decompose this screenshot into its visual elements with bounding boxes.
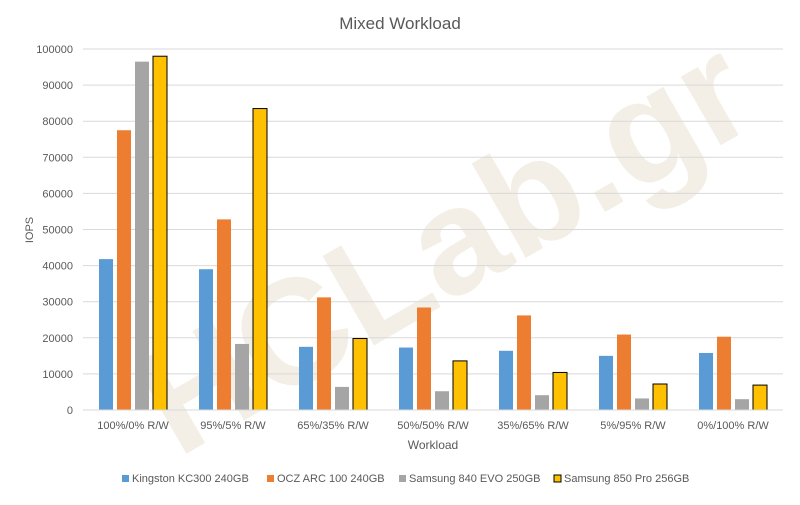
- legend: Kingston KC300 240GB OCZ ARC 100 240GB Sam…: [122, 473, 689, 485]
- bar: [435, 391, 449, 410]
- x-tick-label: 0%/100% R/W: [697, 420, 769, 432]
- x-tick-label: 35%/65% R/W: [497, 420, 569, 432]
- bar: [299, 346, 313, 410]
- legend-swatch: [553, 474, 562, 483]
- x-tick-labels: 100%/0% R/W 95%/5% R/W 65%/35% R/W 50%/50% …: [97, 420, 769, 432]
- bar: [717, 336, 731, 410]
- y-tick-label: 10000: [42, 369, 73, 381]
- y-tick-label: 50000: [42, 225, 73, 237]
- legend-label: OCZ ARC 100 240GB: [277, 473, 385, 485]
- y-tick-label: 90000: [42, 80, 73, 92]
- x-tick-label: 65%/35% R/W: [297, 420, 369, 432]
- bar: [117, 130, 131, 410]
- bar: [199, 269, 213, 410]
- legend-swatch: [122, 475, 129, 482]
- bar: [235, 343, 249, 410]
- bar: [352, 338, 368, 411]
- bar: [652, 383, 668, 411]
- y-tick-label: 100000: [36, 44, 73, 56]
- bar: [399, 347, 413, 410]
- watermark-text: HCLab.gr: [110, 3, 779, 486]
- bar: [517, 315, 531, 410]
- x-axis-title: Workload: [408, 438, 458, 452]
- y-tick-label: 30000: [42, 297, 73, 309]
- bar: [535, 395, 549, 410]
- y-tick-label: 70000: [42, 152, 73, 164]
- bar: [252, 108, 268, 411]
- y-tick-label: 20000: [42, 333, 73, 345]
- bar: [217, 219, 231, 410]
- legend-swatch: [399, 475, 406, 482]
- bar: [499, 350, 513, 410]
- x-tick-label: 95%/5% R/W: [200, 420, 266, 432]
- x-tick-label: 100%/0% R/W: [97, 420, 169, 432]
- x-tick-label: 50%/50% R/W: [397, 420, 469, 432]
- bar: [752, 384, 768, 411]
- bar: [735, 399, 749, 410]
- bar: [335, 386, 349, 410]
- bar: [552, 371, 568, 411]
- bar: [417, 307, 431, 410]
- bar: [317, 297, 331, 410]
- y-axis-title: IOPS: [24, 217, 36, 243]
- bar: [699, 352, 713, 410]
- watermark-logo: HCLab.gr: [110, 3, 779, 486]
- bar: [617, 334, 631, 410]
- bar: [452, 360, 468, 411]
- bar: [635, 398, 649, 410]
- legend-label: Samsung 840 EVO 250GB: [409, 473, 540, 485]
- y-tick-label: 60000: [42, 188, 73, 200]
- bar: [599, 355, 613, 410]
- chart-title: Mixed Workload: [339, 14, 461, 33]
- legend-swatch: [267, 475, 274, 482]
- y-tick-label: 80000: [42, 116, 73, 128]
- bars: [99, 55, 768, 411]
- y-tick-labels: 0 10000 20000 30000 40000 50000 60000 70000 8000…: [36, 44, 73, 417]
- y-tick-label: 0: [67, 405, 73, 417]
- bar: [135, 61, 149, 410]
- legend-label: Samsung 850 Pro 256GB: [564, 473, 689, 485]
- legend-label: Kingston KC300 240GB: [132, 473, 249, 485]
- y-tick-label: 40000: [42, 261, 73, 273]
- bar: [152, 55, 168, 411]
- x-tick-label: 5%/95% R/W: [600, 420, 666, 432]
- bar: [99, 259, 113, 410]
